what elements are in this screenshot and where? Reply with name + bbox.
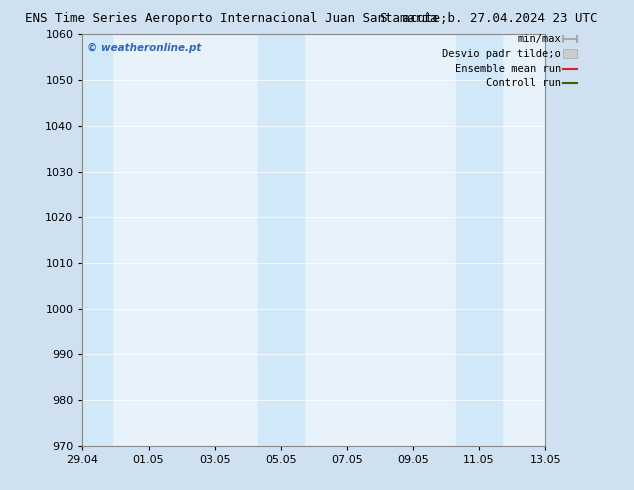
Text: ENS Time Series Aeroporto Internacional Juan Santamaría: ENS Time Series Aeroporto Internacional … [25,12,438,25]
Bar [53,34,112,446]
Text: Controll run: Controll run [486,78,561,88]
Text: min/max: min/max [517,34,561,44]
Bar [257,34,304,446]
Text: Desvio padr tilde;o: Desvio padr tilde;o [443,49,561,59]
Text: Ensemble mean run: Ensemble mean run [455,64,561,74]
Text: © weatheronline.pt: © weatheronline.pt [87,43,202,52]
Text: S  acute;b. 27.04.2024 23 UTC: S acute;b. 27.04.2024 23 UTC [380,12,598,25]
Bar [456,34,502,446]
FancyBboxPatch shape [563,49,577,58]
